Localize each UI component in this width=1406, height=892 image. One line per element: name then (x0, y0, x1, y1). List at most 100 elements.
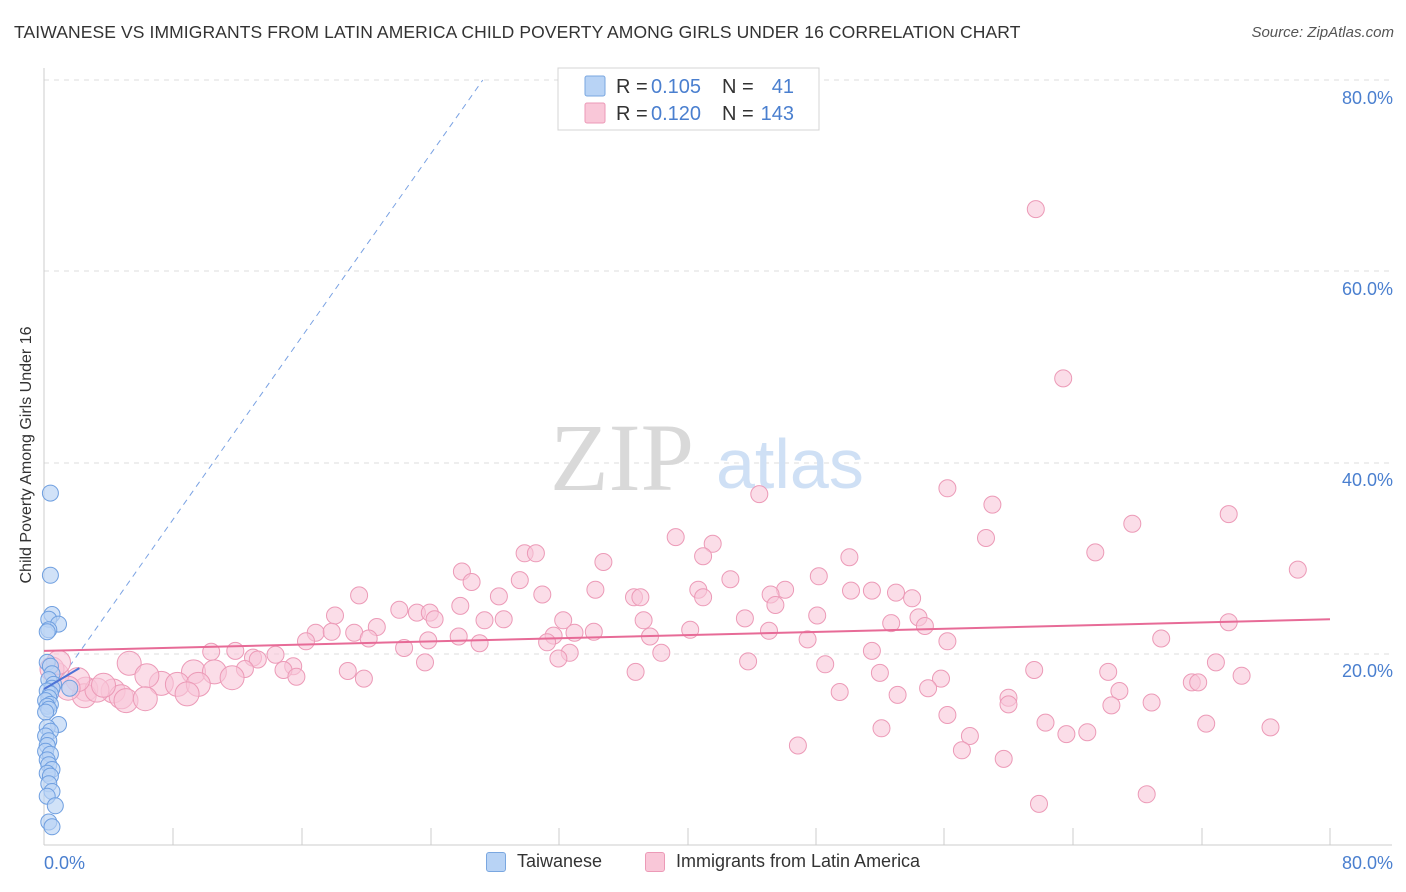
latin-america-point-124 (1142, 693, 1161, 712)
latin-america-point-32 (350, 586, 369, 605)
latin-america-point-58 (584, 622, 603, 641)
watermark-zip: ZIP (550, 404, 694, 511)
latin-america-point-60 (760, 621, 778, 640)
latin-america-point-36 (766, 596, 785, 614)
y-tick-labels: 80.0% 60.0% 40.0% 20.0% (1342, 88, 1393, 681)
y-tick-label-60: 60.0% (1342, 279, 1393, 299)
latin-america-point-11 (526, 544, 545, 563)
latin-america-point-135 (788, 736, 807, 755)
latin-america-point-81 (116, 650, 142, 676)
latin-america-point-1 (1054, 369, 1073, 388)
latin-america-point-46 (634, 611, 653, 630)
latin-america-point-44 (475, 611, 494, 630)
watermark-atlas: atlas (716, 425, 864, 503)
latin-america-point-26 (842, 581, 860, 600)
latin-america-point-114 (91, 672, 116, 698)
latin-america-point-6 (1123, 514, 1142, 533)
legend-r-value-taiwanese: 0.105 (651, 76, 701, 98)
taiwanese-reference-line (43, 79, 484, 703)
latin-america-point-123 (999, 695, 1018, 714)
latin-america-point-25 (862, 581, 881, 600)
latin-america-point-15 (594, 553, 613, 571)
latin-america-point-64 (297, 632, 315, 651)
latin-america-point-71 (1152, 629, 1171, 648)
latin-america-point-0 (1026, 200, 1045, 219)
latin-america-point-12 (694, 547, 713, 566)
chart-title: TAIWANESE VS IMMIGRANTS FROM LATIN AMERI… (14, 22, 1021, 42)
latin-america-point-128 (872, 719, 891, 738)
latin-america-point-69 (798, 630, 817, 649)
latin-america-point-61 (449, 627, 468, 646)
latin-america-point-76 (266, 645, 285, 664)
legend-r-label-taiwanese: R = (616, 76, 648, 98)
legend-n-label-taiwanese: N = (722, 76, 754, 98)
latin-america-point-129 (960, 727, 979, 745)
legend-swatch-latin (584, 102, 606, 124)
latin-america-point-137 (1030, 794, 1048, 813)
latin-america-point-7 (666, 528, 685, 547)
latin-america-point-86 (1206, 653, 1225, 672)
latin-america-point-33 (489, 587, 508, 606)
watermark: ZIP atlas (550, 404, 864, 511)
latin-america-point-4 (983, 495, 1002, 514)
latin-america-point-127 (1036, 713, 1055, 732)
latin-america-point-82 (416, 653, 434, 672)
legend-n-value-taiwanese: 41 (772, 76, 794, 98)
latin-america-point-70 (938, 632, 957, 651)
latin-america-point-14 (1086, 543, 1105, 562)
taiwanese-point-20 (37, 703, 55, 721)
legend-swatch-latin-bottom (645, 851, 665, 872)
latin-america-point-97 (1232, 666, 1251, 685)
latin-america-point-106 (174, 681, 200, 707)
stats-legend: R = 0.105 N = 41 R = 0.120 N = 143 (557, 67, 820, 131)
grid (44, 79, 1392, 655)
legend-r-label-latin: R = (616, 103, 648, 125)
source-label: Source: ZipAtlas.com (1251, 24, 1394, 41)
latin-america-point-68 (538, 633, 557, 652)
latin-america-point-140 (338, 662, 357, 680)
latin-america-point-55 (322, 622, 341, 641)
bottom-legend: Taiwanese Immigrants from Latin America (0, 851, 1406, 877)
latin-america-point-67 (470, 634, 489, 653)
latin-america-point-117 (932, 669, 950, 688)
taiwanese-point-40 (61, 679, 79, 697)
legend-r-value-latin: 0.120 (651, 103, 701, 125)
latin-america-point-3 (938, 479, 957, 498)
legend-item-latin: Immigrants from Latin America (645, 851, 920, 872)
latin-america-point-41 (326, 606, 344, 625)
latin-america-point-21 (462, 573, 481, 591)
latin-america-point-19 (721, 570, 740, 589)
latin-america-point-118 (919, 679, 938, 698)
x-tick-labels: 0.0% 80.0% (44, 853, 1393, 873)
latin-america-point-79 (652, 643, 671, 662)
latin-america-point-104 (134, 663, 160, 689)
latin-america-point-77 (395, 639, 414, 657)
latin-america-point-8 (977, 529, 995, 547)
latin-america-point-131 (1078, 723, 1097, 742)
y-tick-label-40: 40.0% (1342, 470, 1393, 490)
legend-label-latin: Immigrants from Latin America (676, 851, 921, 871)
latin-america-point-31 (533, 585, 552, 604)
latin-america-point-116 (132, 686, 158, 712)
latin-america-point-50 (554, 611, 573, 630)
latin-america-point-130 (1057, 725, 1076, 744)
latin-america-point-120 (830, 683, 849, 701)
latin-america-point-121 (888, 685, 907, 704)
latin-america-point-18 (809, 567, 828, 586)
y-tick-label-80: 80.0% (1342, 88, 1393, 108)
latin-america-point-138 (1137, 785, 1156, 804)
legend-n-label-latin: N = (722, 103, 754, 125)
latin-america-point-45 (494, 610, 513, 629)
y-tick-label-20: 20.0% (1342, 661, 1393, 681)
latin-america-point-47 (735, 609, 754, 628)
taiwanese-point-0 (41, 484, 59, 502)
latin-america-point-52 (915, 617, 934, 635)
taiwanese-point-37 (46, 797, 64, 815)
legend-label-taiwanese: Taiwanese (517, 851, 603, 871)
latin-america-point-102 (219, 665, 245, 691)
latin-america-point-51 (882, 614, 901, 633)
latin-america-point-142 (287, 667, 306, 686)
latin-america-point-85 (816, 655, 835, 674)
latin-america-point-75 (248, 650, 267, 669)
